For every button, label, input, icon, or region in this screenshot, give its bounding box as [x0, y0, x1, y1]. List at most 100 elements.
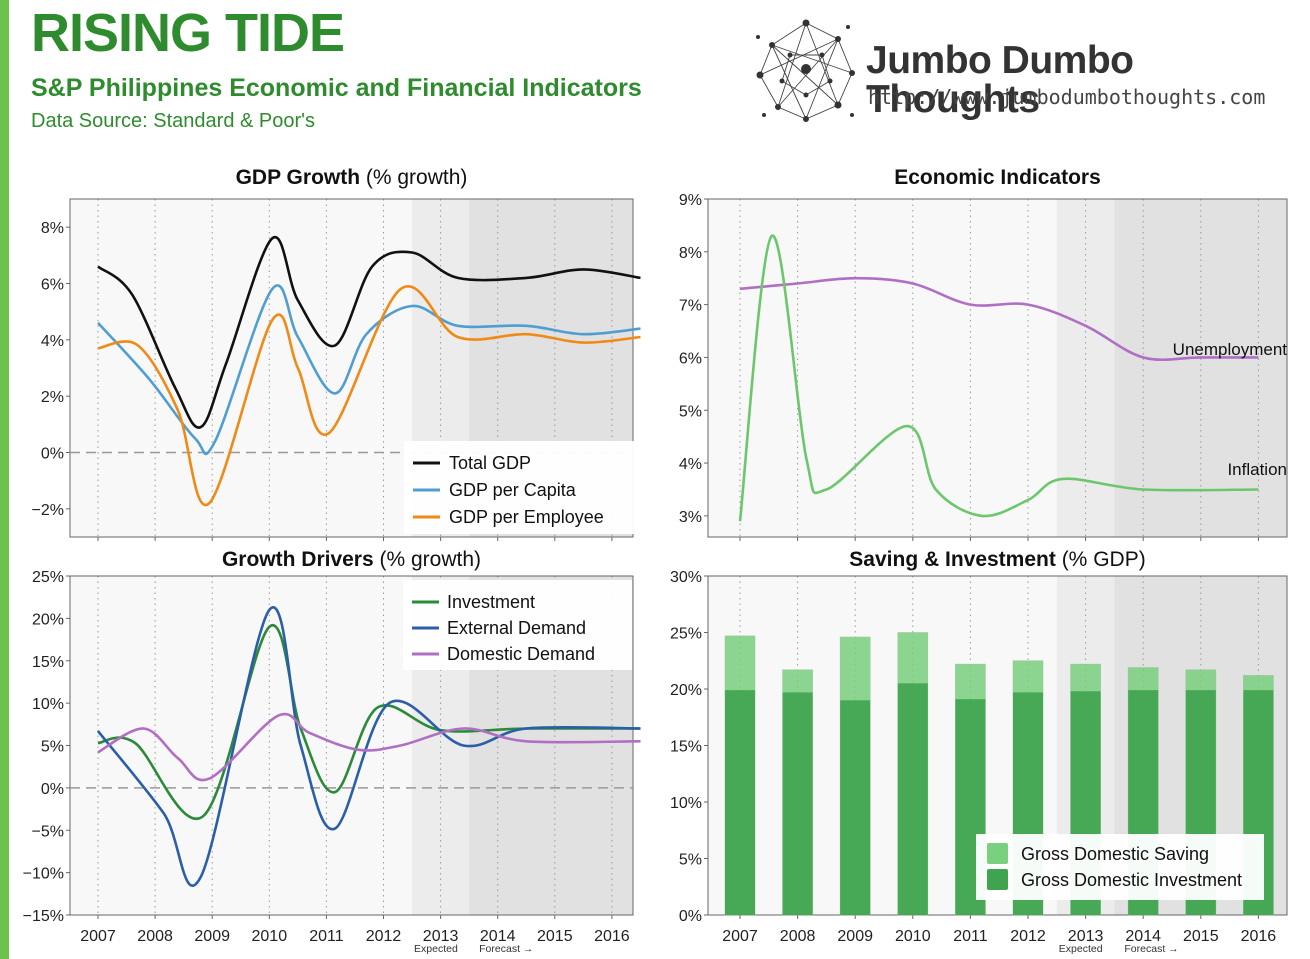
x-tick-label: 2008 [780, 928, 816, 945]
chart-title: GDP Growth (% growth) [236, 166, 468, 189]
y-tick-label: −2% [32, 502, 64, 519]
network-logo-icon [756, 19, 855, 122]
y-tick-label: 7% [679, 298, 702, 315]
shade-label: Forecast → [1124, 943, 1178, 955]
y-tick-label: −5% [32, 823, 64, 840]
legend-box [403, 580, 632, 670]
y-tick-label: 15% [670, 739, 702, 756]
x-tick-label: 2013 [423, 928, 459, 945]
plot-frame [69, 198, 634, 538]
x-tick-label: 2013 [1068, 928, 1104, 945]
bar-investment [840, 700, 871, 915]
y-tick-label: 0% [679, 908, 702, 925]
y-tick-label: 10% [32, 696, 64, 713]
y-tick-label: 25% [32, 569, 64, 586]
bar-investment [897, 683, 928, 915]
y-tick-label: 6% [679, 350, 702, 367]
x-tick-label: 2012 [366, 928, 402, 945]
series-line-1 [96, 606, 641, 887]
x-tick-label: 2015 [537, 928, 573, 945]
plot-frame [707, 198, 1288, 538]
y-tick-label: 8% [679, 245, 702, 262]
chart-title-main: Growth Drivers [222, 548, 374, 571]
legend-box [976, 834, 1264, 900]
series-line-0 [739, 276, 1259, 362]
x-tick-label: 2008 [137, 928, 173, 945]
y-tick-label: 6% [41, 277, 64, 294]
series-line-0 [97, 235, 641, 429]
x-tick-label: 2011 [309, 928, 344, 945]
x-tick-label: 2012 [1010, 928, 1046, 945]
x-tick-label: 2009 [194, 928, 230, 945]
y-tick-label: 10% [670, 795, 702, 812]
y-tick-label: 5% [679, 403, 702, 420]
y-tick-label: −10% [23, 866, 64, 883]
legend-label: Total GDP [449, 453, 531, 473]
chart-title-suffix: (% growth) [360, 166, 467, 189]
page-subtitle: S&P Philippines Economic and Financial I… [31, 74, 642, 102]
y-tick-label: 0% [41, 446, 64, 463]
bar-investment [725, 690, 755, 915]
series-line-2 [97, 712, 641, 782]
y-tick-label: 4% [41, 333, 64, 350]
data-source: Data Source: Standard & Poor's [31, 110, 315, 132]
legend-swatch [987, 869, 1008, 890]
shade-label: Expected [1059, 943, 1103, 955]
chart-title: Economic Indicators [894, 166, 1101, 189]
y-tick-label: 4% [679, 456, 702, 473]
series-line-1 [97, 284, 641, 456]
legend-swatch [987, 843, 1008, 864]
y-tick-label: 20% [670, 682, 702, 699]
y-tick-label: −15% [23, 908, 64, 925]
legend-label: Gross Domestic Saving [1021, 844, 1209, 864]
series-label-unemployment: Unemployment [1173, 340, 1288, 359]
chart-2: 3% 4% 5% 6% 7% 8% 9% Economic Indicators Unemplo… [679, 166, 1288, 541]
shade-label: Forecast → [479, 943, 533, 955]
page-title: RISING TIDE [31, 3, 345, 63]
chart-4: Expected Forecast → 0% 5% 10% 15% 20% 25% 30% 200… [670, 548, 1288, 955]
shade-label: Expected [414, 943, 458, 955]
series-line-1 [738, 234, 1259, 522]
legend-box [404, 441, 634, 534]
x-tick-label: 2014 [1125, 928, 1161, 945]
legend-label: Investment [447, 592, 535, 612]
legend-label: Domestic Demand [447, 644, 595, 664]
chart-title: Saving & Investment (% GDP) [849, 548, 1145, 571]
accent-bar [0, 0, 9, 959]
y-tick-label: 30% [670, 569, 702, 586]
x-tick-label: 2007 [722, 928, 758, 945]
legend-label: GDP per Employee [449, 507, 604, 527]
y-tick-label: 25% [670, 626, 702, 643]
y-tick-label: 20% [32, 611, 64, 628]
chart-title-suffix: (% growth) [374, 548, 481, 571]
x-tick-label: 2009 [837, 928, 873, 945]
series-line-2 [97, 285, 641, 507]
legend-label: GDP per Capita [449, 480, 577, 500]
x-tick-label: 2015 [1183, 928, 1219, 945]
chart-3: Expected Forecast → −15% −10% −5% 0% 5% 10% 15% 2… [23, 548, 641, 955]
y-tick-label: 9% [679, 192, 702, 209]
legend-label: Gross Domestic Investment [1021, 870, 1242, 890]
y-tick-label: 2% [41, 389, 64, 406]
y-tick-label: 0% [41, 781, 64, 798]
chart-1: −2% 0% 2% 4% 6% 8% GDP Growth (% growth) Total … [32, 166, 641, 541]
y-tick-label: 5% [41, 739, 64, 756]
x-tick-label: 2014 [480, 928, 516, 945]
y-tick-label: 3% [679, 509, 702, 526]
x-tick-label: 2010 [895, 928, 931, 945]
chart-title-main: GDP Growth [236, 166, 360, 189]
series-label-inflation: Inflation [1227, 460, 1287, 479]
x-tick-label: 2011 [953, 928, 988, 945]
x-tick-label: 2016 [594, 928, 630, 945]
y-tick-label: 5% [679, 852, 702, 869]
x-tick-label: 2007 [80, 928, 116, 945]
x-tick-label: 2016 [1241, 928, 1277, 945]
bar-investment [782, 692, 813, 915]
x-tick-label: 2010 [252, 928, 288, 945]
y-tick-label: 15% [32, 654, 64, 671]
chart-title-suffix: (% GDP) [1056, 548, 1146, 571]
legend-label: External Demand [447, 618, 586, 638]
chart-title: Growth Drivers (% growth) [222, 548, 481, 571]
y-tick-label: 8% [41, 220, 64, 237]
